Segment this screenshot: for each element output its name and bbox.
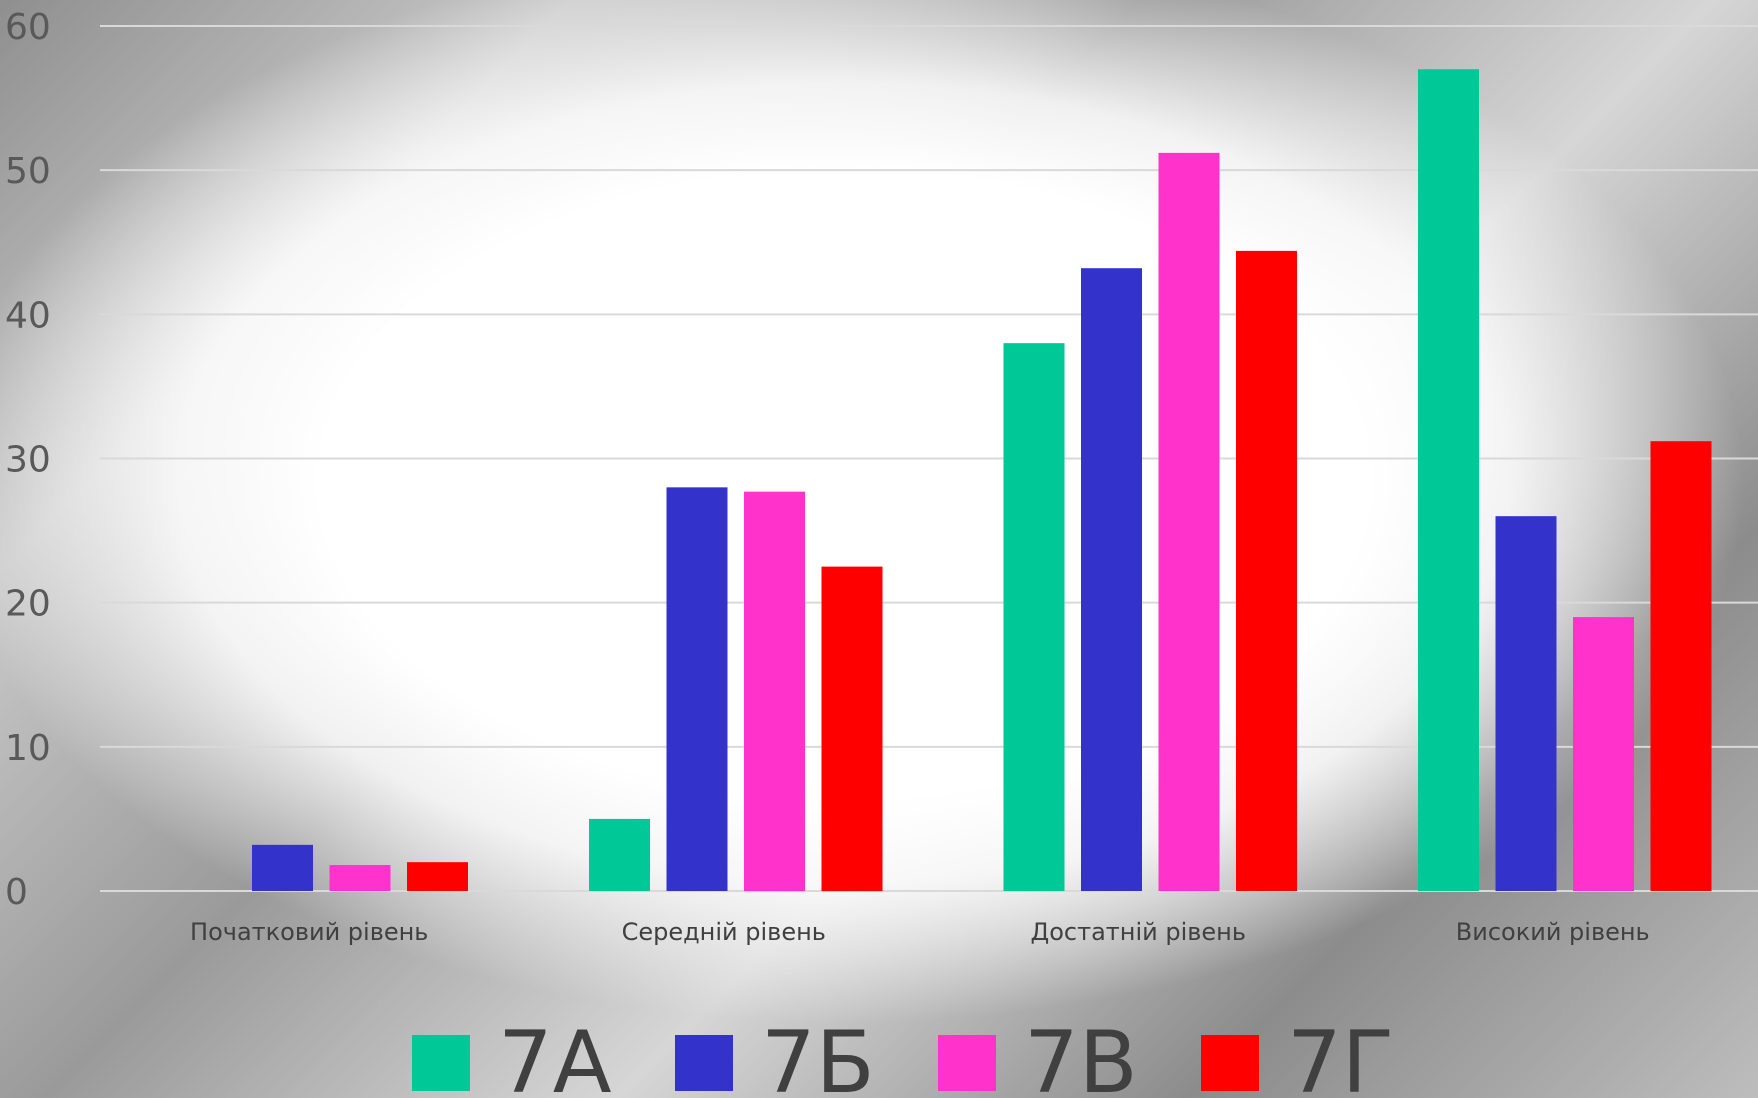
legend-swatch-7Г	[1201, 1035, 1259, 1091]
bar-7Г-3	[1650, 441, 1712, 891]
legend-swatch-7В	[938, 1035, 996, 1091]
y-tick-label-60: 60	[5, 7, 51, 48]
y-tick-label-0: 0	[5, 872, 28, 913]
bar-7А-2	[1003, 343, 1065, 892]
bar-7В-0	[329, 865, 391, 891]
legend-label-7В: 7В	[1024, 1013, 1138, 1098]
bar-7Б-1	[666, 487, 728, 891]
bar-7Г-2	[1236, 250, 1297, 891]
bar-7В-2	[1158, 152, 1220, 891]
bar-7Б-0	[252, 844, 313, 891]
y-tick-label-30: 30	[5, 440, 51, 481]
y-tick-label-10: 10	[5, 728, 51, 769]
legend-swatch-7Б	[675, 1035, 733, 1091]
legend-label-7Б: 7Б	[761, 1013, 875, 1098]
y-axis-ticks: 0 10 20 30 40 50 60	[5, 7, 51, 913]
legend: 7А 7Б 7В 7Г	[412, 1013, 1394, 1098]
legend-label-7А: 7А	[498, 1013, 612, 1098]
y-tick-label-20: 20	[5, 584, 51, 625]
category-labels: Початковий рівень Середній рівень Достатні…	[190, 918, 1650, 946]
bar-7В-3	[1573, 617, 1634, 891]
y-tick-label-50: 50	[5, 151, 51, 192]
y-tick-label-40: 40	[5, 295, 51, 336]
legend-swatch-7А	[412, 1035, 470, 1091]
legend-label-7Г: 7Г	[1287, 1013, 1394, 1098]
category-label-1: Середній рівень	[622, 918, 826, 946]
bars	[252, 69, 1712, 892]
bar-7А-1	[589, 818, 650, 891]
category-label-2: Достатній рівень	[1030, 918, 1246, 946]
bar-7А-3	[1418, 69, 1479, 891]
bar-7Б-2	[1081, 268, 1142, 891]
bar-7Г-0	[407, 862, 468, 891]
category-label-3: Високий рівень	[1456, 918, 1650, 946]
bar-7В-1	[744, 491, 805, 891]
category-label-0: Початковий рівень	[190, 918, 428, 946]
bar-7Б-3	[1495, 516, 1557, 891]
bar-7Г-1	[821, 566, 883, 891]
gridlines	[100, 25, 1758, 892]
